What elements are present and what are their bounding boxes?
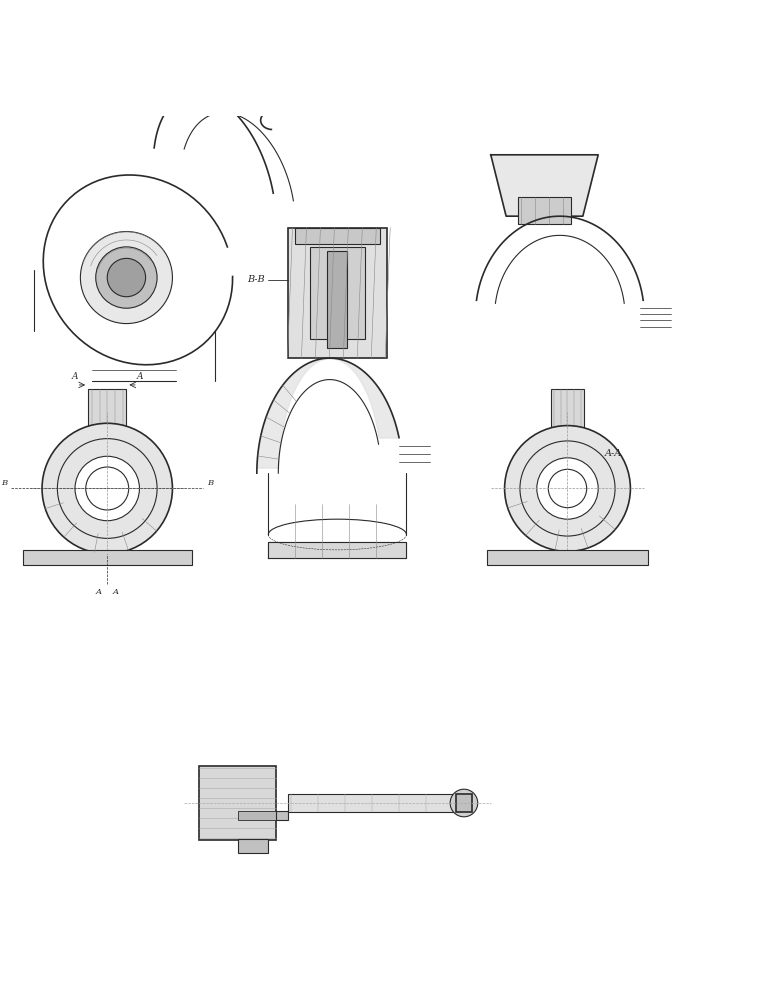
Bar <box>23 550 192 565</box>
Text: B: B <box>207 479 213 487</box>
Bar <box>327 251 348 348</box>
Circle shape <box>95 247 157 308</box>
Text: B: B <box>2 479 8 487</box>
Circle shape <box>81 232 172 324</box>
Bar <box>487 550 648 565</box>
Bar <box>237 811 276 820</box>
Text: B-B: B-B <box>247 275 265 284</box>
Circle shape <box>42 423 172 554</box>
Bar <box>551 389 584 435</box>
Circle shape <box>450 789 478 817</box>
Bar <box>199 766 276 840</box>
Bar <box>287 228 387 358</box>
Bar <box>310 247 365 339</box>
Bar <box>518 197 571 224</box>
Circle shape <box>107 258 146 297</box>
Bar <box>276 811 287 820</box>
Text: A-A: A-A <box>605 449 622 458</box>
Bar <box>295 228 379 244</box>
Text: A: A <box>113 588 119 596</box>
Text: A: A <box>137 372 143 381</box>
Circle shape <box>75 456 140 521</box>
Circle shape <box>537 458 598 519</box>
Polygon shape <box>268 542 407 558</box>
Bar <box>287 794 456 812</box>
Text: A: A <box>96 588 102 596</box>
Bar <box>237 839 268 853</box>
Bar <box>88 389 126 435</box>
Text: A: A <box>71 372 78 381</box>
Bar <box>456 794 472 812</box>
Circle shape <box>504 426 630 551</box>
Polygon shape <box>490 155 598 216</box>
